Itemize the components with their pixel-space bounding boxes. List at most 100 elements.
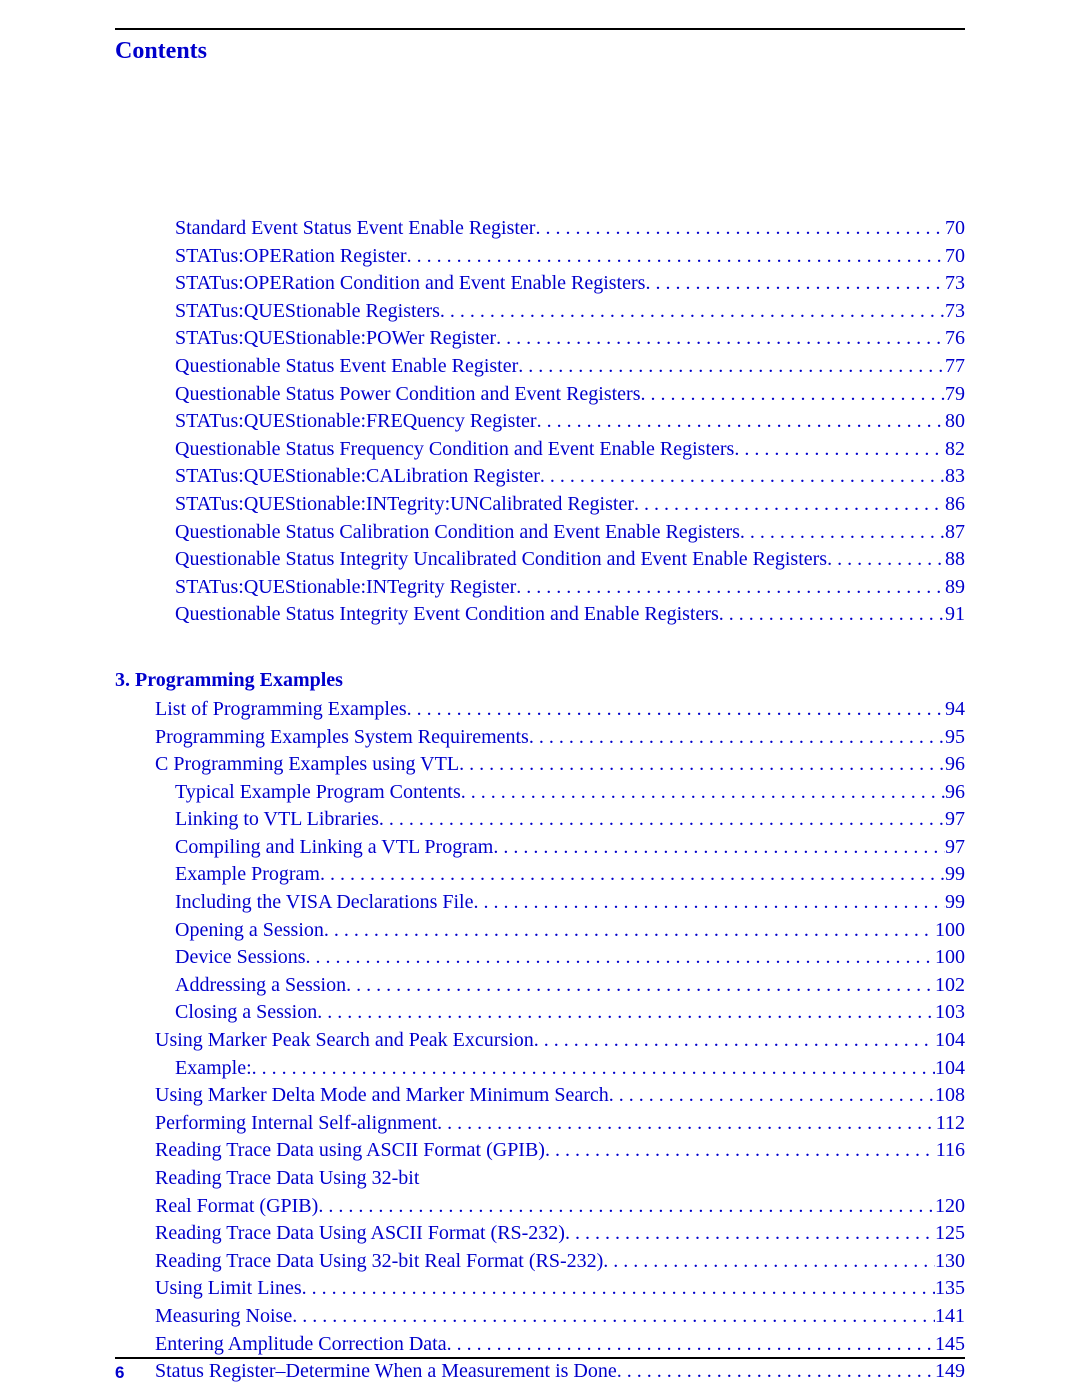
toc-entry-label[interactable]: Status Register–Determine When a Measure… [155, 1358, 617, 1386]
toc-entry-label[interactable]: Using Limit Lines [155, 1275, 302, 1303]
toc-entry-page[interactable]: 91 [945, 601, 965, 629]
toc-entry[interactable]: Device Sessions 100 [115, 944, 965, 972]
toc-entry-label[interactable]: Reading Trace Data Using ASCII Format (R… [155, 1220, 565, 1248]
toc-entry[interactable]: Programming Examples System Requirements… [115, 724, 965, 752]
toc-entry[interactable]: Reading Trace Data Using ASCII Format (R… [115, 1220, 965, 1248]
toc-entry[interactable]: Measuring Noise 141 [115, 1303, 965, 1331]
toc-entry[interactable]: STATus:QUEStionable Registers 73 [115, 298, 965, 326]
toc-entry[interactable]: Performing Internal Self-alignment 112 [115, 1110, 965, 1138]
toc-entry-page[interactable]: 79 [945, 381, 965, 409]
toc-entry[interactable]: Questionable Status Calibration Conditio… [115, 519, 965, 547]
toc-entry[interactable]: STATus:QUEStionable:INTegrity:UNCalibrat… [115, 491, 965, 519]
toc-entry-page[interactable]: 70 [945, 243, 965, 271]
toc-entry[interactable]: Questionable Status Integrity Uncalibrat… [115, 546, 965, 574]
toc-entry-label[interactable]: STATus:OPERation Register [175, 243, 407, 271]
toc-entry-page[interactable]: 86 [945, 491, 965, 519]
toc-entry-label[interactable]: Standard Event Status Event Enable Regis… [175, 215, 535, 243]
toc-entry[interactable]: STATus:OPERation Condition and Event Ena… [115, 270, 965, 298]
toc-entry-label[interactable]: Compiling and Linking a VTL Program [175, 834, 493, 862]
toc-entry-page[interactable]: 120 [935, 1193, 965, 1221]
toc-entry[interactable]: Closing a Session 103 [115, 999, 965, 1027]
toc-entry-page[interactable]: 77 [945, 353, 965, 381]
toc-entry[interactable]: Entering Amplitude Correction Data 145 [115, 1331, 965, 1359]
toc-entry[interactable]: Typical Example Program Contents 96 [115, 779, 965, 807]
toc-entry-label[interactable]: STATus:QUEStionable:INTegrity Register [175, 574, 516, 602]
toc-entry-label[interactable]: Linking to VTL Libraries [175, 806, 379, 834]
toc-entry-label[interactable]: Using Marker Delta Mode and Marker Minim… [155, 1082, 609, 1110]
toc-entry-label[interactable]: Questionable Status Event Enable Registe… [175, 353, 518, 381]
toc-entry[interactable]: Reading Trace Data using ASCII Format (G… [115, 1137, 965, 1165]
toc-entry-page[interactable]: 108 [935, 1082, 965, 1110]
toc-entry-label[interactable]: Example: [175, 1055, 252, 1083]
toc-entry[interactable]: Using Limit Lines 135 [115, 1275, 965, 1303]
toc-entry-label[interactable]: Entering Amplitude Correction Data [155, 1331, 447, 1359]
toc-entry[interactable]: Addressing a Session 102 [115, 972, 965, 1000]
toc-entry-page[interactable]: 97 [945, 834, 965, 862]
toc-entry-label[interactable]: Reading Trace Data Using 32-bit Real For… [155, 1248, 603, 1276]
toc-entry-label[interactable]: Real Format (GPIB) [155, 1193, 318, 1221]
toc-entry-page[interactable]: 83 [945, 463, 965, 491]
toc-entry-page[interactable]: 130 [935, 1248, 965, 1276]
toc-entry-page[interactable]: 94 [945, 696, 965, 724]
toc-entry-label[interactable]: Using Marker Peak Search and Peak Excurs… [155, 1027, 534, 1055]
toc-entry-page[interactable]: 102 [935, 972, 965, 1000]
toc-entry-label[interactable]: Typical Example Program Contents [175, 779, 461, 807]
toc-entry-page[interactable]: 100 [935, 944, 965, 972]
toc-entry-page[interactable]: 76 [945, 325, 965, 353]
toc-entry[interactable]: Questionable Status Integrity Event Cond… [115, 601, 965, 629]
toc-entry[interactable]: C Programming Examples using VTL 96 [115, 751, 965, 779]
toc-entry-label[interactable]: Opening a Session [175, 917, 324, 945]
toc-entry-page[interactable]: 141 [935, 1303, 965, 1331]
toc-entry[interactable]: Using Marker Delta Mode and Marker Minim… [115, 1082, 965, 1110]
toc-entry-page[interactable]: 112 [936, 1110, 965, 1138]
toc-entry-page[interactable]: 73 [945, 298, 965, 326]
toc-entry[interactable]: STATus:QUEStionable:CALibration Register… [115, 463, 965, 491]
toc-entry[interactable]: Using Marker Peak Search and Peak Excurs… [115, 1027, 965, 1055]
toc-entry[interactable]: STATus:QUEStionable:FREQuency Register 8… [115, 408, 965, 436]
toc-entry-label[interactable]: Measuring Noise [155, 1303, 292, 1331]
section-heading[interactable]: 3. Programming Examples [115, 669, 965, 692]
toc-entry-label[interactable]: Questionable Status Power Condition and … [175, 381, 641, 409]
toc-entry-page[interactable]: 104 [935, 1027, 965, 1055]
toc-entry-label[interactable]: Closing a Session [175, 999, 317, 1027]
toc-entry[interactable]: Real Format (GPIB) 120 [115, 1193, 965, 1221]
toc-entry-label[interactable]: STATus:QUEStionable:FREQuency Register [175, 408, 537, 436]
toc-entry[interactable]: Including the VISA Declarations File 99 [115, 889, 965, 917]
toc-entry-label[interactable]: Performing Internal Self-alignment [155, 1110, 437, 1138]
toc-entry-page[interactable]: 135 [935, 1275, 965, 1303]
toc-entry-label[interactable]: STATus:OPERation Condition and Event Ena… [175, 270, 645, 298]
toc-entry[interactable]: Questionable Status Event Enable Registe… [115, 353, 965, 381]
toc-entry-page[interactable]: 96 [945, 751, 965, 779]
toc-entry-page[interactable]: 145 [935, 1331, 965, 1359]
toc-entry[interactable]: Reading Trace Data Using 32-bit [115, 1165, 965, 1193]
toc-entry[interactable]: STATus:QUEStionable:POWer Register 76 [115, 325, 965, 353]
toc-entry-page[interactable]: 89 [945, 574, 965, 602]
toc-entry-label[interactable]: Questionable Status Integrity Uncalibrat… [175, 546, 827, 574]
toc-entry-page[interactable]: 104 [935, 1055, 965, 1083]
toc-entry-label[interactable]: Reading Trace Data using ASCII Format (G… [155, 1137, 545, 1165]
toc-entry-label[interactable]: Device Sessions [175, 944, 306, 972]
toc-entry[interactable]: List of Programming Examples 94 [115, 696, 965, 724]
toc-entry-page[interactable]: 100 [935, 917, 965, 945]
toc-entry-label[interactable]: Questionable Status Frequency Condition … [175, 436, 734, 464]
toc-entry-page[interactable]: 96 [945, 779, 965, 807]
toc-entry-label[interactable]: Questionable Status Integrity Event Cond… [175, 601, 719, 629]
toc-entry[interactable]: Reading Trace Data Using 32-bit Real For… [115, 1248, 965, 1276]
toc-entry-page[interactable]: 80 [945, 408, 965, 436]
toc-entry-label[interactable]: STATus:QUEStionable Registers [175, 298, 440, 326]
toc-entry-label[interactable]: Programming Examples System Requirements [155, 724, 529, 752]
toc-entry-label[interactable]: STATus:QUEStionable:INTegrity:UNCalibrat… [175, 491, 634, 519]
toc-entry[interactable]: STATus:OPERation Register 70 [115, 243, 965, 271]
toc-entry-label[interactable]: Questionable Status Calibration Conditio… [175, 519, 740, 547]
toc-entry[interactable]: STATus:QUEStionable:INTegrity Register 8… [115, 574, 965, 602]
toc-entry[interactable]: Status Register–Determine When a Measure… [115, 1358, 965, 1386]
toc-entry-page[interactable]: 87 [945, 519, 965, 547]
toc-entry[interactable]: Example: 104 [115, 1055, 965, 1083]
toc-entry[interactable]: Linking to VTL Libraries 97 [115, 806, 965, 834]
toc-entry[interactable]: Example Program 99 [115, 861, 965, 889]
toc-entry-page[interactable]: 95 [945, 724, 965, 752]
toc-entry-page[interactable]: 70 [945, 215, 965, 243]
toc-entry-label[interactable]: Example Program [175, 861, 320, 889]
toc-entry-page[interactable]: 116 [936, 1137, 965, 1165]
toc-entry[interactable]: Standard Event Status Event Enable Regis… [115, 215, 965, 243]
